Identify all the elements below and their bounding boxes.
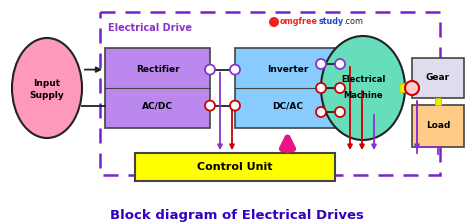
Text: Control Unit: Control Unit [197, 162, 273, 172]
Circle shape [335, 59, 345, 69]
Bar [100, 12, 440, 175]
Bar [135, 153, 335, 181]
Text: Load: Load [426, 122, 450, 130]
Circle shape [205, 101, 215, 111]
Ellipse shape [321, 36, 405, 140]
Circle shape [316, 83, 326, 93]
Circle shape [316, 107, 326, 117]
Circle shape [205, 65, 215, 75]
Text: Electrical: Electrical [341, 76, 385, 85]
Circle shape [230, 65, 240, 75]
Text: DC/AC: DC/AC [272, 101, 303, 110]
Bar [235, 48, 340, 128]
Text: AC/DC: AC/DC [142, 101, 173, 110]
Bar [412, 105, 464, 147]
Circle shape [335, 107, 345, 117]
Text: Input: Input [34, 80, 61, 89]
Text: Electrical Drive: Electrical Drive [108, 23, 192, 33]
Ellipse shape [12, 38, 82, 138]
Text: Rectifier: Rectifier [136, 65, 179, 74]
Text: Block diagram of Electrical Drives: Block diagram of Electrical Drives [110, 209, 364, 221]
Text: Gear: Gear [426, 74, 450, 83]
Text: study: study [319, 17, 344, 27]
Bar [105, 48, 210, 128]
Text: Supply: Supply [29, 91, 64, 101]
Circle shape [316, 59, 326, 69]
Text: .com: .com [343, 17, 363, 27]
Text: Machine: Machine [343, 91, 383, 101]
Circle shape [230, 101, 240, 111]
Bar [412, 58, 464, 98]
Text: Inverter: Inverter [267, 65, 308, 74]
Circle shape [405, 81, 419, 95]
Circle shape [335, 83, 345, 93]
Text: omgfree: omgfree [280, 17, 318, 27]
Circle shape [269, 17, 279, 27]
